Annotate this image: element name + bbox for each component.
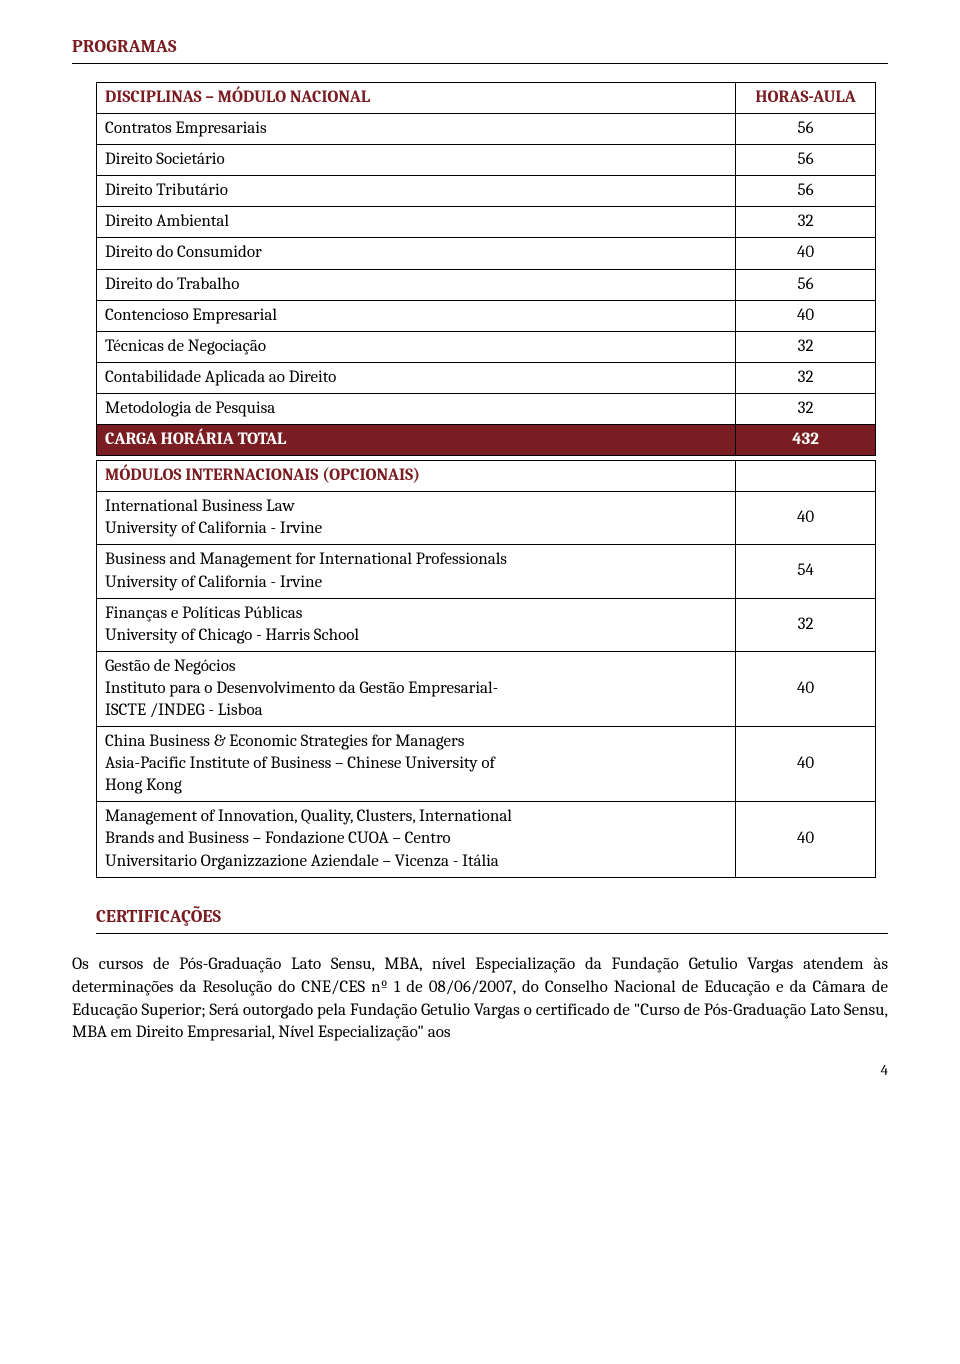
modulo-hours: 54 <box>736 545 876 598</box>
disciplina-label: Direito do Trabalho <box>97 269 736 300</box>
modulos-header-label: MÓDULOS INTERNACIONAIS (OPCIONAIS) <box>97 461 736 492</box>
disciplina-label: Direito Tributário <box>97 176 736 207</box>
modulo-label: China Business & Economic Strategies for… <box>97 727 736 802</box>
programas-header-left: DISCIPLINAS – MÓDULO NACIONAL <box>97 83 736 114</box>
modulo-hours: 32 <box>736 598 876 651</box>
disciplina-hours: 32 <box>736 207 876 238</box>
disciplina-label: Direito do Consumidor <box>97 238 736 269</box>
modulo-hours: 40 <box>736 802 876 877</box>
carga-horaria-label: CARGA HORÁRIA TOTAL <box>97 425 736 456</box>
certificacoes-body: Os cursos de Pós-Graduação Lato Sensu, M… <box>72 954 888 1046</box>
programas-header-right: HORAS-AULA <box>736 83 876 114</box>
table-row: Direito do Consumidor40 <box>97 238 876 269</box>
modulo-hours: 40 <box>736 651 876 726</box>
modulo-hours: 40 <box>736 727 876 802</box>
table-row: Contencioso Empresarial40 <box>97 300 876 331</box>
modulos-table: MÓDULOS INTERNACIONAIS (OPCIONAIS) Inter… <box>96 460 876 878</box>
disciplina-hours: 56 <box>736 176 876 207</box>
disciplina-hours: 56 <box>736 269 876 300</box>
table-row: Contratos Empresariais56 <box>97 114 876 145</box>
modulo-label: Finanças e Políticas PúblicasUniversity … <box>97 598 736 651</box>
table-row: Contabilidade Aplicada ao Direito32 <box>97 362 876 393</box>
modulo-label: Business and Management for Internationa… <box>97 545 736 598</box>
disciplina-hours: 56 <box>736 114 876 145</box>
disciplina-hours: 32 <box>736 331 876 362</box>
modulo-label: Management of Innovation, Quality, Clust… <box>97 802 736 877</box>
carga-horaria-value: 432 <box>736 425 876 456</box>
table-row: Metodologia de Pesquisa32 <box>97 393 876 424</box>
modulo-label: Gestão de NegóciosInstituto para o Desen… <box>97 651 736 726</box>
certificacoes-underline <box>96 933 888 934</box>
table-row: Business and Management for Internationa… <box>97 545 876 598</box>
disciplina-hours: 56 <box>736 145 876 176</box>
table-row: Direito Societário56 <box>97 145 876 176</box>
table-row: Direito Ambiental32 <box>97 207 876 238</box>
table-row: Management of Innovation, Quality, Clust… <box>97 802 876 877</box>
disciplina-label: Contencioso Empresarial <box>97 300 736 331</box>
page-number: 4 <box>72 1061 888 1079</box>
modulo-hours: 40 <box>736 492 876 545</box>
programas-header-row: DISCIPLINAS – MÓDULO NACIONAL HORAS-AULA <box>97 83 876 114</box>
disciplina-label: Direito Societário <box>97 145 736 176</box>
table-row: China Business & Economic Strategies for… <box>97 727 876 802</box>
disciplina-hours: 32 <box>736 362 876 393</box>
disciplina-label: Contabilidade Aplicada ao Direito <box>97 362 736 393</box>
table-row: International Business LawUniversity of … <box>97 492 876 545</box>
table-row: Finanças e Políticas PúblicasUniversity … <box>97 598 876 651</box>
disciplina-label: Metodologia de Pesquisa <box>97 393 736 424</box>
carga-horaria-row: CARGA HORÁRIA TOTAL 432 <box>97 425 876 456</box>
disciplina-label: Técnicas de Negociação <box>97 331 736 362</box>
programas-title: PROGRAMAS <box>72 36 888 57</box>
disciplina-label: Contratos Empresariais <box>97 114 736 145</box>
table-row: Direito do Trabalho56 <box>97 269 876 300</box>
table-row: Técnicas de Negociação32 <box>97 331 876 362</box>
table-row: Direito Tributário56 <box>97 176 876 207</box>
modulo-label: International Business LawUniversity of … <box>97 492 736 545</box>
disciplina-label: Direito Ambiental <box>97 207 736 238</box>
table-row: Gestão de NegóciosInstituto para o Desen… <box>97 651 876 726</box>
disciplina-hours: 40 <box>736 300 876 331</box>
modulos-header-blank <box>736 461 876 492</box>
certificacoes-title: CERTIFICAÇÕES <box>72 906 888 927</box>
programas-underline <box>72 63 888 64</box>
disciplina-hours: 40 <box>736 238 876 269</box>
modulos-header-row: MÓDULOS INTERNACIONAIS (OPCIONAIS) <box>97 461 876 492</box>
disciplina-hours: 32 <box>736 393 876 424</box>
programas-table: DISCIPLINAS – MÓDULO NACIONAL HORAS-AULA… <box>96 82 876 456</box>
